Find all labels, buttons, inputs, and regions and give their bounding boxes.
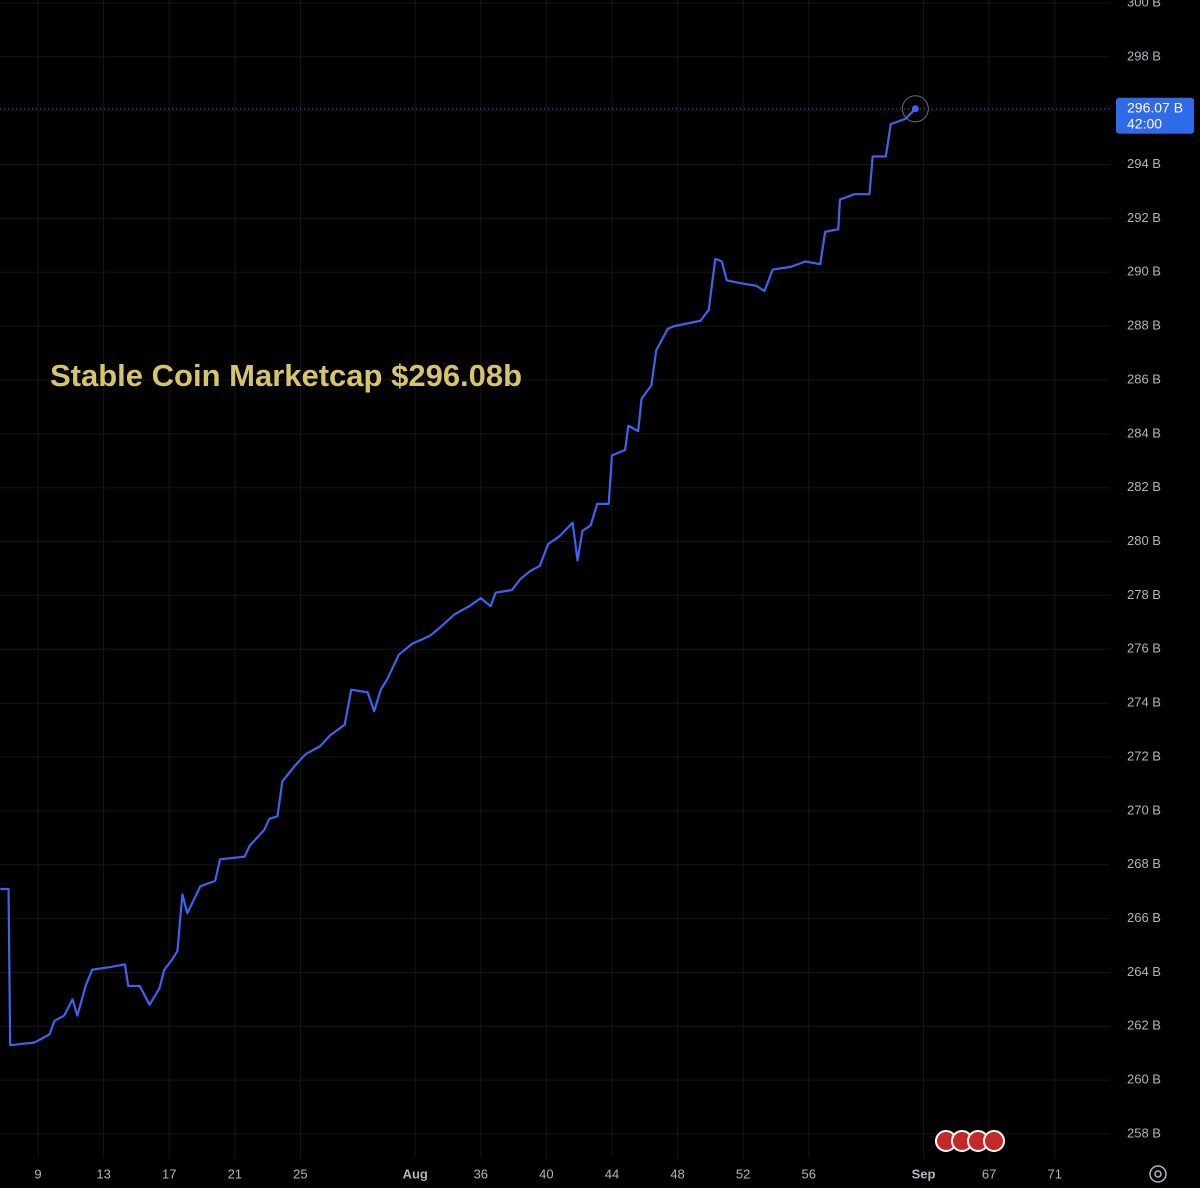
y-tick-label: 266 B: [1127, 910, 1161, 925]
x-tick-label: 25: [293, 1166, 307, 1181]
y-tick-label: 300 B: [1127, 0, 1161, 9]
event-icon[interactable]: [983, 1130, 1005, 1152]
x-tick-label: 21: [228, 1166, 242, 1181]
chart-title: Stable Coin Marketcap $296.08b: [50, 358, 522, 393]
price-label: 296.07 B: [1127, 100, 1183, 116]
y-tick-label: 258 B: [1127, 1125, 1161, 1140]
y-tick-label: 268 B: [1127, 856, 1161, 871]
x-tick-label: 40: [539, 1166, 553, 1181]
x-tick-label: 17: [162, 1166, 176, 1181]
y-tick-label: 282 B: [1127, 479, 1161, 494]
x-tick-label: Aug: [403, 1166, 428, 1181]
x-tick-label: 71: [1048, 1166, 1062, 1181]
x-tick-label: 48: [670, 1166, 684, 1181]
y-tick-label: 272 B: [1127, 748, 1161, 763]
y-tick-label: 290 B: [1127, 264, 1161, 279]
settings-icon-core: [1154, 1170, 1162, 1178]
countdown: 42:00: [1127, 116, 1162, 132]
grid: [0, 0, 1110, 1158]
y-tick-label: 264 B: [1127, 964, 1161, 979]
y-tick-label: 278 B: [1127, 587, 1161, 602]
y-tick-label: 294 B: [1127, 156, 1161, 171]
x-tick-label: 36: [474, 1166, 488, 1181]
last-point: [911, 105, 919, 113]
x-tick-label: 13: [96, 1166, 110, 1181]
settings-icon[interactable]: [1149, 1165, 1167, 1183]
y-tick-label: 270 B: [1127, 802, 1161, 817]
x-tick-label: 44: [605, 1166, 619, 1181]
x-tick-label: 67: [982, 1166, 996, 1181]
y-tick-label: 286 B: [1127, 371, 1161, 386]
y-tick-label: 260 B: [1127, 1072, 1161, 1087]
y-tick-label: 284 B: [1127, 425, 1161, 440]
y-tick-label: 280 B: [1127, 533, 1161, 548]
x-tick-label: Sep: [912, 1166, 936, 1181]
x-tick-label: 56: [802, 1166, 816, 1181]
plot: [0, 95, 1110, 1047]
y-tick-label: 274 B: [1127, 695, 1161, 710]
x-tick-label: 9: [34, 1166, 41, 1181]
y-tick-label: 288 B: [1127, 318, 1161, 333]
event-icons: [935, 1130, 1005, 1152]
settings-button[interactable]: [1149, 1165, 1167, 1183]
y-tick-label: 262 B: [1127, 1018, 1161, 1033]
data-line: [0, 108, 917, 1047]
x-tick-label: 52: [736, 1166, 750, 1181]
y-tick-label: 292 B: [1127, 210, 1161, 225]
y-tick-label: 276 B: [1127, 641, 1161, 656]
price-label-box: [1116, 97, 1194, 134]
y-tick-label: 298 B: [1127, 48, 1161, 63]
